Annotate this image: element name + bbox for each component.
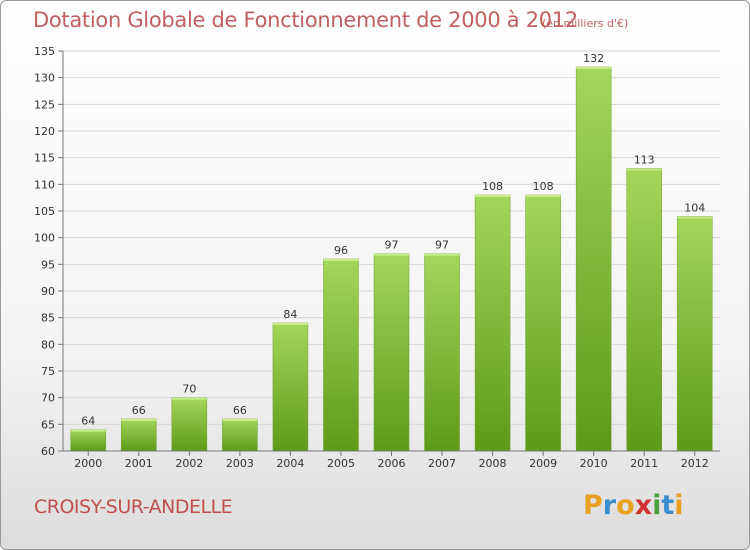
bar-highlight <box>70 429 106 432</box>
logo-letter: i <box>674 490 684 521</box>
chart-title: Dotation Globale de Fonctionnement de 20… <box>33 8 578 32</box>
bar-highlight <box>424 253 460 256</box>
unit-label: (en milliers d'€) <box>542 17 629 30</box>
bar <box>272 322 309 452</box>
bar-highlight <box>171 397 207 400</box>
data-label: 84 <box>283 308 297 321</box>
bar <box>323 258 359 452</box>
x-tick-label: 2010 <box>580 457 608 470</box>
bar <box>424 253 460 452</box>
data-label: 97 <box>385 239 399 252</box>
bar <box>222 418 258 452</box>
y-tick-label: 115 <box>34 152 55 165</box>
data-label: 70 <box>182 383 196 396</box>
x-tick-label: 2001 <box>125 457 153 470</box>
x-tick-label: 2004 <box>276 457 304 470</box>
bar-highlight <box>626 168 662 171</box>
bar <box>525 194 561 452</box>
bars <box>70 66 713 452</box>
y-tick-label: 125 <box>34 98 55 111</box>
y-tick-label: 80 <box>41 338 55 351</box>
y-tick-label: 90 <box>41 285 55 298</box>
data-label: 132 <box>583 52 604 65</box>
data-label: 64 <box>81 415 95 428</box>
bar-highlight <box>525 195 561 197</box>
x-tick-label: 2003 <box>226 457 254 470</box>
bar <box>626 168 662 452</box>
y-tick-label: 120 <box>34 125 55 138</box>
x-tick-label: 2002 <box>175 457 203 470</box>
logo-letter: x <box>634 490 653 521</box>
logo-letter: t <box>661 490 675 521</box>
logo-letter: i <box>652 490 662 521</box>
bar <box>171 397 208 452</box>
x-tick-label: 2007 <box>428 457 456 470</box>
bar <box>676 216 713 452</box>
y-tick-label: 130 <box>34 72 55 85</box>
data-label: 66 <box>233 404 247 417</box>
y-tick-label: 70 <box>41 392 55 405</box>
bar <box>373 253 410 452</box>
proxiti-logo: Proxiti <box>583 490 684 521</box>
y-tick-label: 95 <box>41 258 55 271</box>
x-tick-label: 2005 <box>327 457 355 470</box>
logo-letter: r <box>602 490 617 521</box>
bar-highlight <box>677 216 713 219</box>
bar <box>70 429 107 452</box>
x-tick-label: 2006 <box>378 457 406 470</box>
bar-highlight <box>222 419 258 421</box>
y-tick-label: 60 <box>41 445 55 458</box>
data-label: 96 <box>334 244 348 257</box>
x-tick-label: 2012 <box>681 457 709 470</box>
logo-letter: o <box>616 490 635 521</box>
bar-highlight <box>475 195 511 197</box>
bar <box>474 194 511 452</box>
y-tick-label: 65 <box>41 418 55 431</box>
x-tick-label: 2011 <box>630 457 658 470</box>
bar-highlight <box>121 419 157 421</box>
data-label: 97 <box>435 239 449 252</box>
data-label: 113 <box>634 153 655 166</box>
data-label: 66 <box>132 404 146 417</box>
bar-highlight <box>576 67 612 69</box>
data-label: 108 <box>533 180 554 193</box>
y-tick-label: 105 <box>34 205 55 218</box>
logo-letter: P <box>583 490 603 521</box>
bar <box>121 418 157 452</box>
bar-highlight <box>272 323 308 325</box>
bar <box>575 66 612 452</box>
y-tick-label: 75 <box>41 365 55 378</box>
bar-highlight <box>374 253 409 256</box>
commune-name: CROISY-SUR-ANDELLE <box>34 496 233 518</box>
x-axis-ticks: 2000 2001 2002 2003 2004 2005 2006 2007 2008 2009… <box>74 451 709 470</box>
x-tick-label: 2009 <box>529 457 557 470</box>
data-label: 108 <box>482 180 503 193</box>
data-label: 104 <box>684 201 705 214</box>
y-tick-label: 110 <box>34 178 55 191</box>
y-tick-label: 85 <box>41 312 55 325</box>
y-axis-ticks: 60 65 70 75 80 85 90 95 100 105 110 115 120 125 130 135 <box>34 45 63 458</box>
bar-highlight <box>323 259 359 261</box>
x-tick-label: 2000 <box>74 457 102 470</box>
x-tick-label: 2008 <box>479 457 507 470</box>
y-tick-label: 135 <box>34 45 55 58</box>
data-labels: 64 66 70 66 84 96 97 97 108 108 132 113 104 <box>81 52 705 428</box>
y-tick-label: 100 <box>34 232 55 245</box>
